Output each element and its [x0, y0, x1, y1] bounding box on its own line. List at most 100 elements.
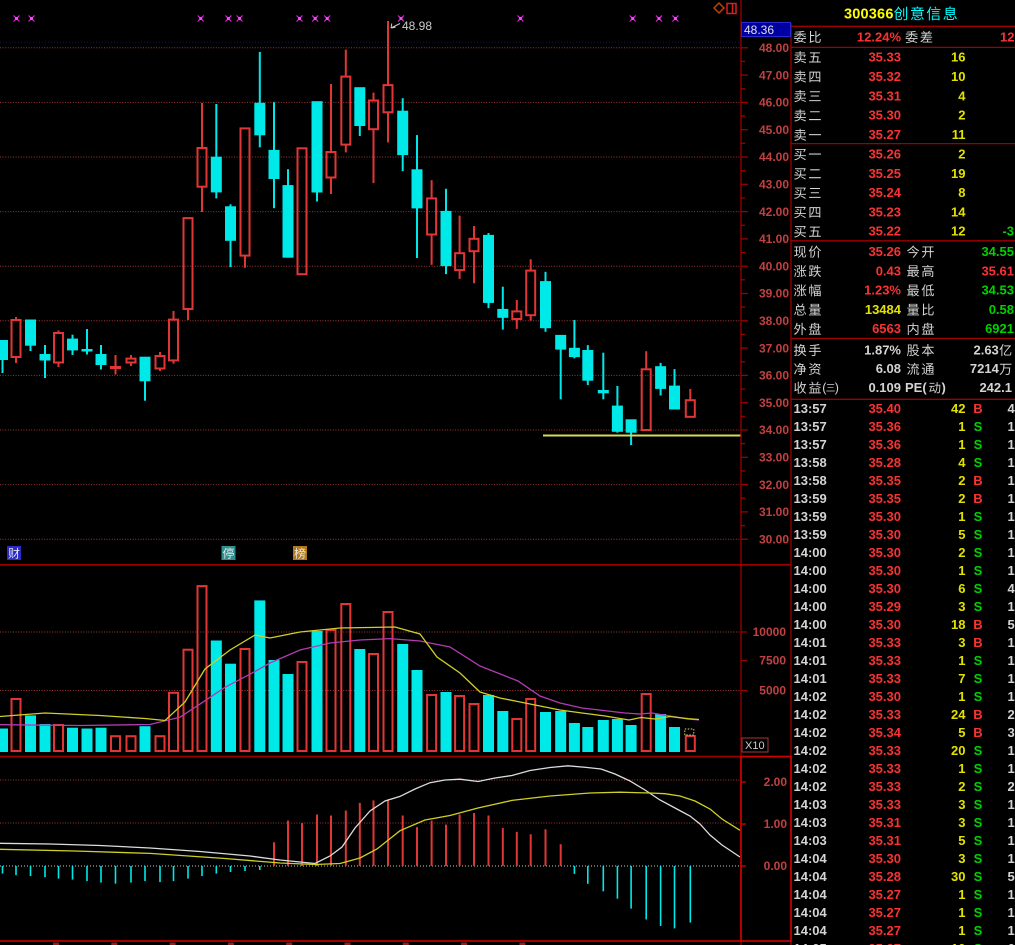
svg-text:1: 1: [1008, 653, 1015, 668]
svg-text:14: 14: [951, 204, 966, 219]
svg-text:45.00: 45.00: [759, 123, 789, 137]
svg-text:1: 1: [1008, 923, 1015, 938]
svg-text:35.30: 35.30: [868, 617, 901, 632]
svg-text:16: 16: [951, 50, 965, 65]
svg-text:S: S: [974, 869, 983, 884]
svg-text:2.63: 2.63: [973, 342, 998, 357]
svg-text:14:02: 14:02: [794, 689, 827, 704]
svg-text:18: 18: [951, 617, 965, 632]
svg-text:12: 12: [951, 224, 965, 239]
svg-text:5: 5: [1008, 869, 1015, 884]
svg-text:35.33: 35.33: [868, 50, 901, 65]
svg-text:1: 1: [1008, 473, 1015, 488]
svg-text:35.25: 35.25: [868, 166, 901, 181]
svg-text:5: 5: [1008, 617, 1015, 632]
svg-text:14:03: 14:03: [794, 815, 827, 830]
svg-text:35.30: 35.30: [868, 108, 901, 123]
svg-text:35.34: 35.34: [868, 725, 901, 740]
svg-text:13:57: 13:57: [794, 401, 827, 416]
svg-text:S: S: [974, 527, 983, 542]
svg-text:13:57: 13:57: [794, 437, 827, 452]
svg-text:4: 4: [1008, 581, 1015, 596]
svg-text:33.00: 33.00: [759, 451, 789, 465]
svg-text:35.00: 35.00: [759, 396, 789, 410]
svg-text:35.31: 35.31: [868, 815, 901, 830]
svg-text:PE(: PE(: [905, 380, 927, 395]
svg-text:5: 5: [958, 527, 965, 542]
svg-text:34.00: 34.00: [759, 423, 789, 437]
svg-text:14:03: 14:03: [794, 797, 827, 812]
svg-text:11: 11: [952, 127, 966, 142]
svg-text:): ): [942, 380, 946, 395]
svg-text:1: 1: [958, 509, 965, 524]
svg-text:(: (: [822, 381, 827, 395]
svg-text:35.27: 35.27: [868, 923, 901, 938]
svg-text:1: 1: [958, 689, 965, 704]
svg-text:35.33: 35.33: [868, 797, 901, 812]
svg-text:4: 4: [958, 88, 966, 103]
svg-text:14:04: 14:04: [794, 869, 828, 884]
svg-text:S: S: [974, 599, 983, 614]
svg-text:12: 12: [1000, 29, 1014, 44]
svg-text:0.109: 0.109: [868, 380, 901, 395]
svg-text:2.00: 2.00: [764, 775, 788, 789]
svg-text:6563: 6563: [872, 321, 901, 336]
svg-text:35.27: 35.27: [868, 887, 901, 902]
svg-text:7214: 7214: [970, 361, 1000, 376]
svg-text:6: 6: [958, 581, 965, 596]
svg-text:1: 1: [1008, 545, 1015, 560]
svg-text:46.00: 46.00: [759, 96, 789, 110]
svg-text:35.30: 35.30: [868, 509, 901, 524]
svg-text:S: S: [974, 545, 983, 560]
svg-text:B: B: [973, 401, 982, 416]
svg-text:1: 1: [1008, 437, 1015, 452]
svg-text:1: 1: [1008, 563, 1015, 578]
svg-text:40.00: 40.00: [759, 259, 789, 273]
svg-text:35.32: 35.32: [868, 69, 901, 84]
svg-text:14:04: 14:04: [794, 851, 828, 866]
svg-text:14:05: 14:05: [794, 941, 827, 945]
svg-text:42.00: 42.00: [759, 205, 789, 219]
svg-text:13:59: 13:59: [794, 527, 827, 542]
svg-text:14:02: 14:02: [794, 743, 827, 758]
svg-text:14:00: 14:00: [794, 581, 827, 596]
svg-text:S: S: [974, 419, 983, 434]
svg-text:30.00: 30.00: [759, 532, 789, 546]
svg-text:8: 8: [958, 185, 965, 200]
svg-text:1: 1: [958, 653, 965, 668]
svg-text:3: 3: [1008, 725, 1015, 740]
svg-text:1: 1: [1008, 743, 1015, 758]
svg-text:35.35: 35.35: [868, 491, 901, 506]
svg-text:35.33: 35.33: [868, 671, 901, 686]
svg-text:S: S: [974, 743, 983, 758]
svg-text:35.27: 35.27: [868, 127, 901, 142]
svg-text:1: 1: [1008, 689, 1015, 704]
svg-text:1: 1: [1008, 851, 1015, 866]
svg-text:7: 7: [958, 671, 965, 686]
svg-text:35.30: 35.30: [868, 689, 901, 704]
svg-text:48.00: 48.00: [759, 41, 789, 55]
svg-text:5: 5: [958, 725, 965, 740]
svg-text:X10: X10: [745, 740, 765, 752]
svg-text:1: 1: [958, 563, 965, 578]
svg-text:35.24: 35.24: [868, 185, 901, 200]
svg-text:10000: 10000: [753, 625, 787, 639]
svg-text:14:01: 14:01: [794, 635, 827, 650]
svg-text:3: 3: [958, 599, 965, 614]
svg-text:1: 1: [1008, 509, 1015, 524]
svg-text:35.28: 35.28: [868, 869, 901, 884]
svg-text:14:02: 14:02: [794, 779, 827, 794]
svg-text:48.36: 48.36: [744, 23, 774, 37]
svg-text:1: 1: [1008, 671, 1015, 686]
svg-text:1: 1: [958, 905, 965, 920]
svg-text:S: S: [974, 563, 983, 578]
svg-text:20: 20: [951, 743, 965, 758]
svg-text:14:02: 14:02: [794, 707, 827, 722]
svg-text:35.40: 35.40: [868, 401, 901, 416]
svg-text:36.00: 36.00: [759, 369, 789, 383]
svg-text:1.87%: 1.87%: [864, 342, 901, 357]
svg-text:31.00: 31.00: [759, 505, 789, 519]
svg-text:42: 42: [951, 401, 965, 416]
svg-text:35.23: 35.23: [868, 204, 901, 219]
svg-text:0.00: 0.00: [764, 859, 788, 873]
